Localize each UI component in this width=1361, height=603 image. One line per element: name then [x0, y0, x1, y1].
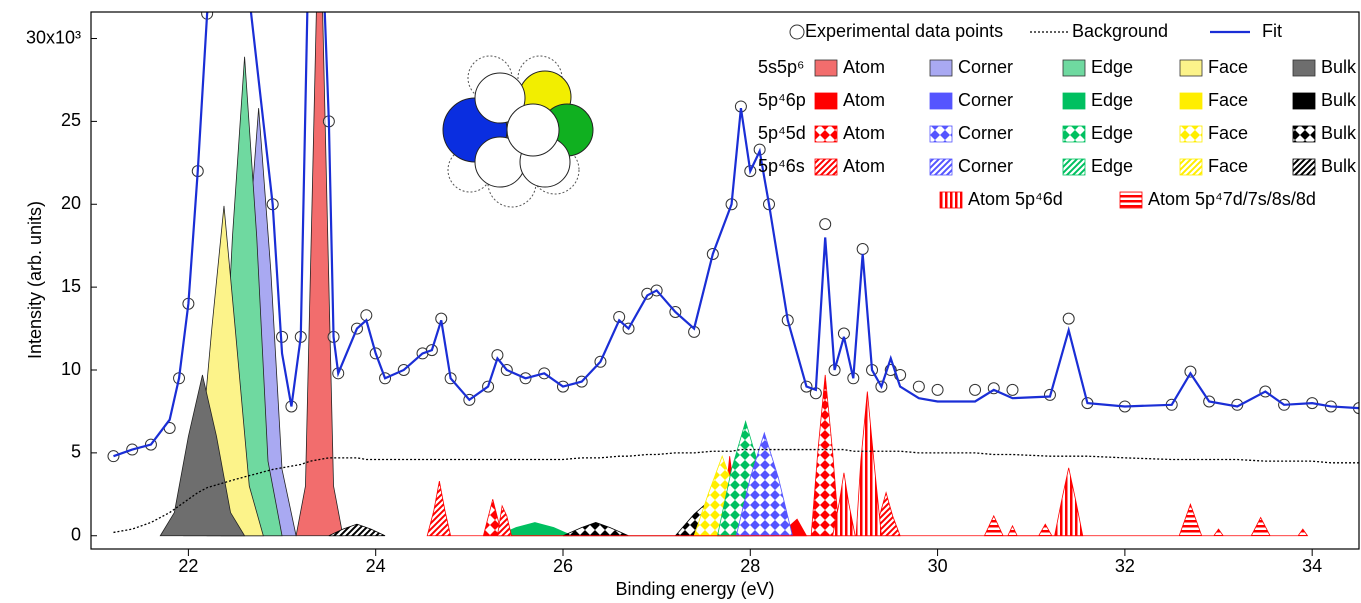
legend-label: Edge [1091, 90, 1133, 110]
legend-swatch [1292, 92, 1316, 110]
legend-swatch [929, 92, 953, 110]
plot-area [107, 12, 1359, 537]
data-point [1006, 383, 1019, 396]
data-point [969, 383, 982, 396]
y-tick-label: 10 [61, 359, 81, 379]
component-area [482, 374, 840, 537]
data-point [912, 380, 925, 393]
legend-swatch [1292, 125, 1316, 143]
component-area [159, 374, 246, 537]
legend-label: Face [1208, 123, 1248, 143]
cluster-illustration [442, 55, 594, 208]
legend-swatch [1292, 59, 1316, 77]
x-tick-label: 22 [178, 556, 198, 576]
y-tick-label: 20 [61, 193, 81, 213]
x-tick-label: 34 [1302, 556, 1322, 576]
legend-swatch [814, 158, 838, 176]
x-tick-label: 28 [740, 556, 760, 576]
y-tick-label: 30x10³ [26, 27, 81, 47]
legend-label: Bulk [1321, 90, 1357, 110]
legend-label: Atom 5p⁴6d [968, 189, 1063, 209]
legend-label: Corner [958, 90, 1013, 110]
legend-swatch [814, 125, 838, 143]
legend-swatch [1292, 158, 1316, 176]
plot-frame [90, 11, 1360, 550]
data-point [931, 383, 944, 396]
component-area [832, 391, 1084, 537]
legend-swatch [1062, 59, 1086, 77]
legend-label: Face [1208, 90, 1248, 110]
data-point [1062, 312, 1075, 325]
legend-swatch [929, 59, 953, 77]
x-tick-label: 24 [366, 556, 386, 576]
y-axis-label: Intensity (arb. units) [25, 201, 45, 359]
y-tick-label: 5 [71, 442, 81, 462]
legend-row-label: 5s5p⁶ [758, 57, 804, 77]
legend-swatch [1119, 191, 1143, 209]
legend-label: Atom [843, 156, 885, 176]
legend-swatch [814, 92, 838, 110]
component-area [983, 503, 1309, 537]
legend-label: Corner [958, 123, 1013, 143]
data-point [856, 243, 869, 256]
legend-label: Atom [843, 90, 885, 110]
legend-label: Edge [1091, 156, 1133, 176]
legend-label: Corner [958, 156, 1013, 176]
legend-label: Background [1072, 21, 1168, 41]
legend-label: Edge [1091, 57, 1133, 77]
legend-swatch [1062, 125, 1086, 143]
legend-label: Experimental data points [805, 21, 1003, 41]
y-tick-label: 0 [71, 524, 81, 544]
x-tick-label: 30 [928, 556, 948, 576]
legend-label: Atom 5p⁴7d/7s/8s/8d [1148, 189, 1316, 209]
legend-swatch [939, 191, 963, 209]
x-axis-label: Binding energy (eV) [615, 579, 774, 599]
legend-swatch [1062, 92, 1086, 110]
legend-swatch [814, 59, 838, 77]
legend-swatch [1062, 158, 1086, 176]
legend-label: Bulk [1321, 57, 1357, 77]
component-area [295, 12, 344, 537]
legend-marker [789, 24, 805, 40]
data-point [819, 218, 832, 231]
legend-label: Bulk [1321, 123, 1357, 143]
legend-label: Face [1208, 57, 1248, 77]
legend-row-label: 5p⁴6p [758, 90, 806, 110]
legend-label: Face [1208, 156, 1248, 176]
x-tick-label: 32 [1115, 556, 1135, 576]
fit-line [113, 12, 1359, 458]
component-area [328, 523, 386, 537]
legend-swatch [1179, 92, 1203, 110]
x-tick-label: 26 [553, 556, 573, 576]
legend-swatch [929, 158, 953, 176]
legend-swatch [1179, 125, 1203, 143]
legend-label: Corner [958, 57, 1013, 77]
legend-label: Bulk [1321, 156, 1357, 176]
background-line [113, 448, 1359, 534]
legend-label: Fit [1262, 21, 1282, 41]
legend-swatch [1179, 59, 1203, 77]
legend-swatch [929, 125, 953, 143]
legend-swatch [1179, 158, 1203, 176]
legend-row-label: 5p⁴6s [758, 156, 805, 176]
legend-row-label: 5p⁴5d [758, 123, 806, 143]
legend-label: Atom [843, 123, 885, 143]
y-tick-label: 25 [61, 110, 81, 130]
legend-label: Edge [1091, 123, 1133, 143]
component-area [426, 480, 901, 537]
y-tick-label: 15 [61, 276, 81, 296]
legend-label: Atom [843, 57, 885, 77]
